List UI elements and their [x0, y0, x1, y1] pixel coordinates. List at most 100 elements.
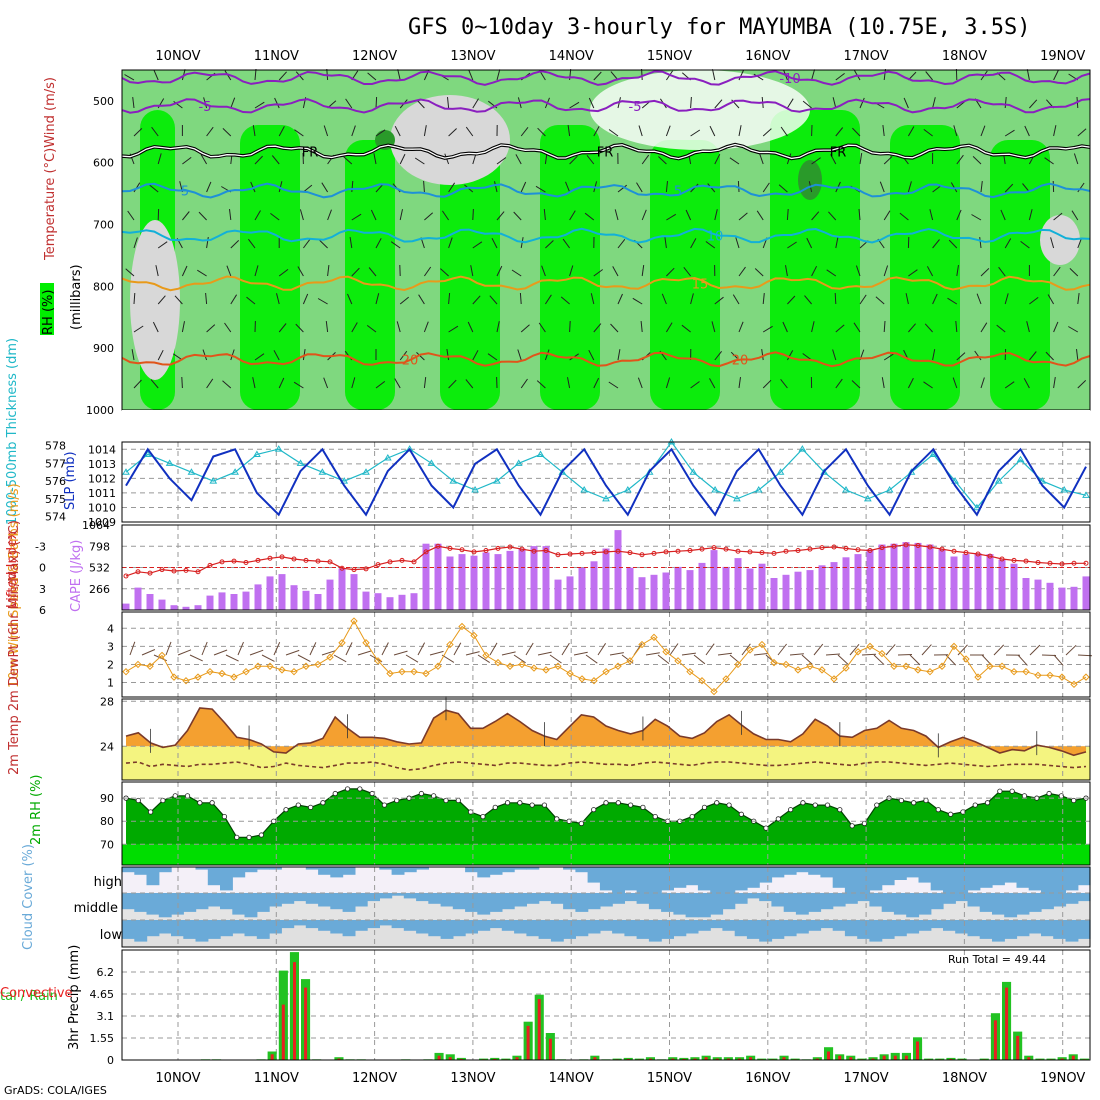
wind-barb [729, 157, 740, 165]
cloud-bar-high [587, 867, 601, 883]
thickness-marker [842, 486, 850, 493]
y-tick-label: 90 [100, 792, 114, 805]
cloud-bar-middle [538, 893, 552, 902]
thickness-marker [231, 468, 239, 475]
cape-bar [890, 543, 898, 610]
cape-bar [758, 563, 766, 610]
wind-barb [496, 211, 505, 221]
wind-barb [520, 378, 528, 389]
lifted-index-marker [759, 550, 765, 556]
wind-barb [299, 209, 304, 221]
wind-barb-10m [225, 654, 239, 662]
cloud-bar-low [771, 920, 785, 939]
wind-barb [832, 349, 837, 361]
cloud-bar-high [906, 867, 920, 878]
wind-barb-10m [453, 642, 462, 656]
thickness-marker [733, 494, 741, 502]
wind-barb-10m [381, 642, 389, 656]
wind-barb-10m [825, 653, 841, 656]
rh-low-shading [390, 95, 510, 185]
wind-barb [468, 69, 474, 81]
lifted-index-marker [735, 548, 741, 554]
cloud-bar-middle [599, 893, 613, 907]
rh-high-shading [890, 125, 960, 410]
rh2m-marker [726, 802, 732, 808]
wind-barb [229, 209, 232, 221]
wind-barb [835, 237, 839, 249]
cloud-row-label: middle [74, 901, 118, 916]
cloud-bar-high [1004, 867, 1018, 883]
isotherm-20 [121, 351, 1091, 368]
rh2m-marker [468, 809, 474, 815]
wind-barb [828, 211, 837, 221]
lifted-index-marker [675, 548, 681, 554]
wind-barb [513, 211, 522, 221]
cloud-bar-middle [661, 893, 674, 912]
rh2m-marker [812, 802, 818, 808]
wind-barb [658, 156, 667, 165]
wind-barb [806, 237, 813, 249]
wind-speed-marker [758, 640, 766, 649]
wind-barb [511, 269, 522, 277]
rh2m-marker [824, 802, 831, 808]
cloud-bar-low [305, 920, 319, 929]
thickness-marker [907, 468, 916, 475]
lifted-index-marker [915, 543, 921, 549]
wind-barb [472, 98, 479, 109]
lifted-index-marker [207, 562, 213, 568]
wind-barb [617, 238, 626, 249]
thickness-marker [274, 445, 283, 452]
wind-barb [859, 294, 867, 305]
rh2m-marker [369, 790, 375, 797]
wind-barb [270, 212, 280, 221]
cloud-bar-middle [354, 893, 368, 907]
wind-barb [205, 292, 208, 305]
wind-barb [278, 377, 285, 389]
temp-wind-axis-label: Temperature (°C)Wind (m/s) [43, 77, 58, 261]
wind-barb [370, 209, 377, 221]
y-tick-label: 80 [100, 815, 114, 828]
x-tick-label-bottom: 18NOV [942, 1071, 987, 1086]
lifted-index-marker [387, 559, 393, 565]
wind-barb [1024, 125, 1030, 137]
wind-barb [375, 380, 386, 389]
cloud-bar-low [832, 920, 846, 931]
wind-barb [535, 185, 546, 193]
cloud-bar-middle [489, 893, 503, 912]
cloud-bar-low [844, 920, 858, 937]
lifted-index-marker [411, 559, 417, 565]
cloud-bar-low [992, 920, 1005, 942]
wind-speed-marker [842, 664, 850, 672]
wind-barb [738, 266, 746, 277]
wind-barb [778, 184, 788, 193]
rh-axis-label: RH (%) [41, 290, 56, 335]
cloud-bar-high [599, 867, 613, 891]
cape-bar [206, 595, 214, 610]
cloud-bar-middle [367, 893, 380, 902]
cloud-bar-low [612, 920, 625, 934]
rh2m-marker [591, 807, 597, 813]
cloud-bar-high [844, 867, 858, 893]
cloud-bar-middle [844, 893, 858, 904]
y-tick-label: 2 [107, 658, 114, 671]
thickness-marker [143, 450, 152, 457]
cloud-bar-low [930, 920, 944, 929]
wind-speed-marker [434, 662, 442, 670]
cloud-bar-low [146, 920, 160, 937]
cloud-bar-high [244, 867, 258, 873]
rh2m-marker [443, 797, 449, 804]
wind-barb-10m [141, 649, 156, 656]
cloud-bar-middle [526, 893, 540, 904]
wind-barb [690, 238, 697, 249]
x-tick-label-top: 18NOV [942, 49, 987, 64]
wind-barb [440, 268, 449, 277]
lifted-index-marker [363, 566, 369, 572]
x-axis-top: 10NOV 11NOV 12NOV 13NOV 14NOV 15NOV 16NOV 17NOV… [155, 49, 1085, 64]
wind-barb [1053, 212, 1063, 221]
wind-speed-marker [770, 658, 778, 667]
wind-barb [133, 292, 136, 305]
below-surface-area [122, 410, 1090, 440]
cloud-bar-middle [587, 893, 601, 910]
wind-barb-10m [465, 651, 480, 656]
cape-bar [374, 593, 382, 610]
